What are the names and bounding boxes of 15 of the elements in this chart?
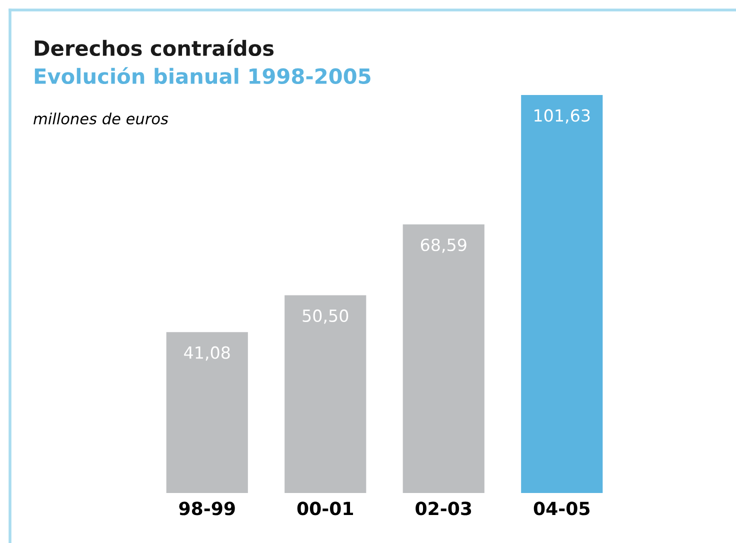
x-tick-label: 02-03: [416, 502, 472, 516]
data-label: 68,59: [420, 238, 466, 253]
data-label: 101,63: [534, 109, 590, 124]
bar: [521, 95, 603, 493]
x-tick-label: 00-01: [297, 502, 354, 516]
annotation: millones de euros: [34, 112, 168, 124]
data-label: 41,08: [184, 346, 230, 361]
chart-title: Derechos contraídos: [34, 39, 274, 56]
x-tick-label: 04-05: [534, 502, 590, 516]
data-label: 50,50: [302, 309, 348, 324]
x-tick-label: 98-99: [179, 502, 235, 516]
bar: [166, 332, 248, 493]
chart-subtitle: Evolución bianual 1998-2005: [34, 67, 370, 84]
bar: [284, 295, 366, 493]
bar: [402, 224, 484, 493]
